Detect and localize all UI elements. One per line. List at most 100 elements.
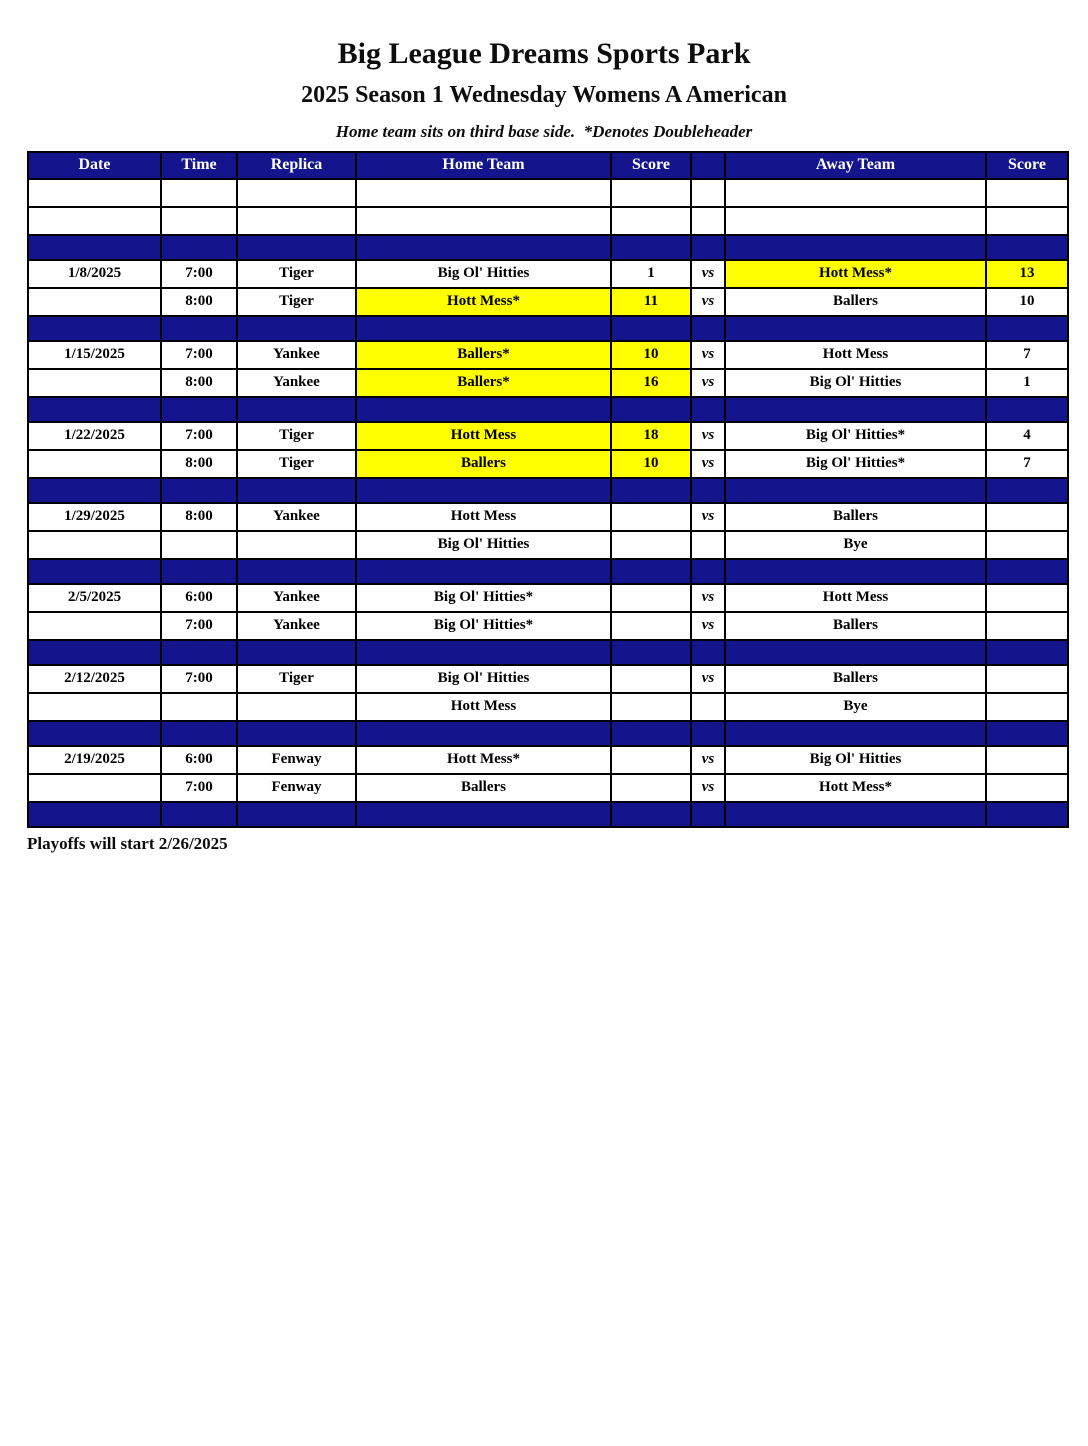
replica-cell [236, 205, 357, 236]
replica-cell [236, 719, 357, 747]
replica-cell: Fenway [236, 772, 357, 803]
replica-cell: Tiger [236, 663, 357, 694]
schedule-row: Big Ol' Hitties Bye [27, 529, 1069, 560]
replica-cell: Tiger [236, 258, 357, 289]
header-cell-date: Date [27, 150, 162, 180]
time-cell [160, 557, 238, 585]
schedule-row: 8:00 Yankee Ballers* 16 vs Big Ol' Hitties 1 [27, 367, 1069, 398]
home-cell: Big Ol' Hitties* [355, 610, 612, 641]
time-cell [160, 529, 238, 560]
replica-cell: Tiger [236, 286, 357, 317]
away-score-cell [985, 476, 1069, 504]
replica-cell [236, 691, 357, 722]
away-score-cell [985, 663, 1069, 694]
away-score-cell: 10 [985, 286, 1069, 317]
home-score-cell [610, 772, 692, 803]
schedule-row: 1/15/2025 7:00 Yankee Ballers* 10 vs Hott Mess… [27, 339, 1069, 370]
date-cell [27, 395, 162, 423]
away-score-cell [985, 638, 1069, 666]
vs-cell: vs [690, 367, 726, 398]
home-cell: Hott Mess [355, 691, 612, 722]
schedule-table-body: 1/8/2025 7:00 Tiger Big Ol' Hitties 1 vs Hott … [27, 177, 1069, 828]
vs-cell: vs [690, 501, 726, 532]
blank-row [27, 205, 1069, 236]
replica-cell: Tiger [236, 420, 357, 451]
separator-row [27, 800, 1069, 828]
home-cell [355, 314, 612, 342]
away-cell: Big Ol' Hitties [724, 744, 987, 775]
vs-cell: vs [690, 772, 726, 803]
home-cell: Ballers [355, 448, 612, 479]
home-score-cell [610, 205, 692, 236]
vs-cell [690, 719, 726, 747]
replica-cell: Yankee [236, 501, 357, 532]
away-cell: Ballers [724, 663, 987, 694]
away-score-cell [985, 719, 1069, 747]
date-cell [27, 367, 162, 398]
time-cell [160, 691, 238, 722]
home-score-cell [610, 395, 692, 423]
vs-cell [690, 233, 726, 261]
separator-row [27, 233, 1069, 261]
away-cell: Big Ol' Hitties [724, 367, 987, 398]
time-cell: 7:00 [160, 420, 238, 451]
home-score-cell [610, 557, 692, 585]
home-cell: Hott Mess* [355, 286, 612, 317]
schedule-row: Hott Mess Bye [27, 691, 1069, 722]
date-cell: 2/12/2025 [27, 663, 162, 694]
away-score-cell [985, 501, 1069, 532]
home-cell: Big Ol' Hitties* [355, 582, 612, 613]
date-cell [27, 557, 162, 585]
time-cell: 8:00 [160, 286, 238, 317]
home-cell [355, 557, 612, 585]
date-cell: 1/15/2025 [27, 339, 162, 370]
home-score-cell [610, 610, 692, 641]
home-cell: Big Ol' Hitties [355, 663, 612, 694]
home-score-cell: 16 [610, 367, 692, 398]
date-cell: 2/5/2025 [27, 582, 162, 613]
home-cell: Hott Mess [355, 501, 612, 532]
time-cell: 8:00 [160, 501, 238, 532]
home-score-cell [610, 744, 692, 775]
date-cell [27, 529, 162, 560]
playoffs-footer: Playoffs will start 2/26/2025 [27, 833, 228, 853]
away-score-cell [985, 557, 1069, 585]
date-cell: 1/29/2025 [27, 501, 162, 532]
separator-row [27, 314, 1069, 342]
away-score-cell: 4 [985, 420, 1069, 451]
header-cell-score: Score [985, 150, 1069, 180]
away-cell [724, 205, 987, 236]
away-cell [724, 638, 987, 666]
vs-cell [690, 314, 726, 342]
away-cell: Bye [724, 691, 987, 722]
home-score-cell [610, 476, 692, 504]
schedule-row: 2/5/2025 6:00 Yankee Big Ol' Hitties* vs Hott… [27, 582, 1069, 613]
replica-cell: Yankee [236, 582, 357, 613]
time-cell: 8:00 [160, 367, 238, 398]
away-score-cell: 7 [985, 339, 1069, 370]
home-cell [355, 719, 612, 747]
away-cell: Hott Mess [724, 339, 987, 370]
away-cell [724, 800, 987, 828]
home-score-cell: 18 [610, 420, 692, 451]
replica-cell: Yankee [236, 339, 357, 370]
home-cell: Ballers* [355, 339, 612, 370]
vs-cell [690, 476, 726, 504]
blank-row [27, 177, 1069, 208]
time-cell: 6:00 [160, 744, 238, 775]
date-cell [27, 800, 162, 828]
schedule-row: 7:00 Fenway Ballers vs Hott Mess* [27, 772, 1069, 803]
away-score-cell [985, 529, 1069, 560]
vs-cell: vs [690, 582, 726, 613]
home-cell: Hott Mess* [355, 744, 612, 775]
away-score-cell [985, 314, 1069, 342]
away-cell: Big Ol' Hitties* [724, 448, 987, 479]
schedule-row: 2/19/2025 6:00 Fenway Hott Mess* vs Big Ol' H… [27, 744, 1069, 775]
away-cell: Hott Mess* [724, 258, 987, 289]
date-cell [27, 719, 162, 747]
home-score-cell [610, 800, 692, 828]
schedule-table: Date Time Replica Home Team Score Away Team Sc… [27, 150, 1069, 828]
vs-cell: vs [690, 420, 726, 451]
time-cell [160, 314, 238, 342]
separator-row [27, 395, 1069, 423]
